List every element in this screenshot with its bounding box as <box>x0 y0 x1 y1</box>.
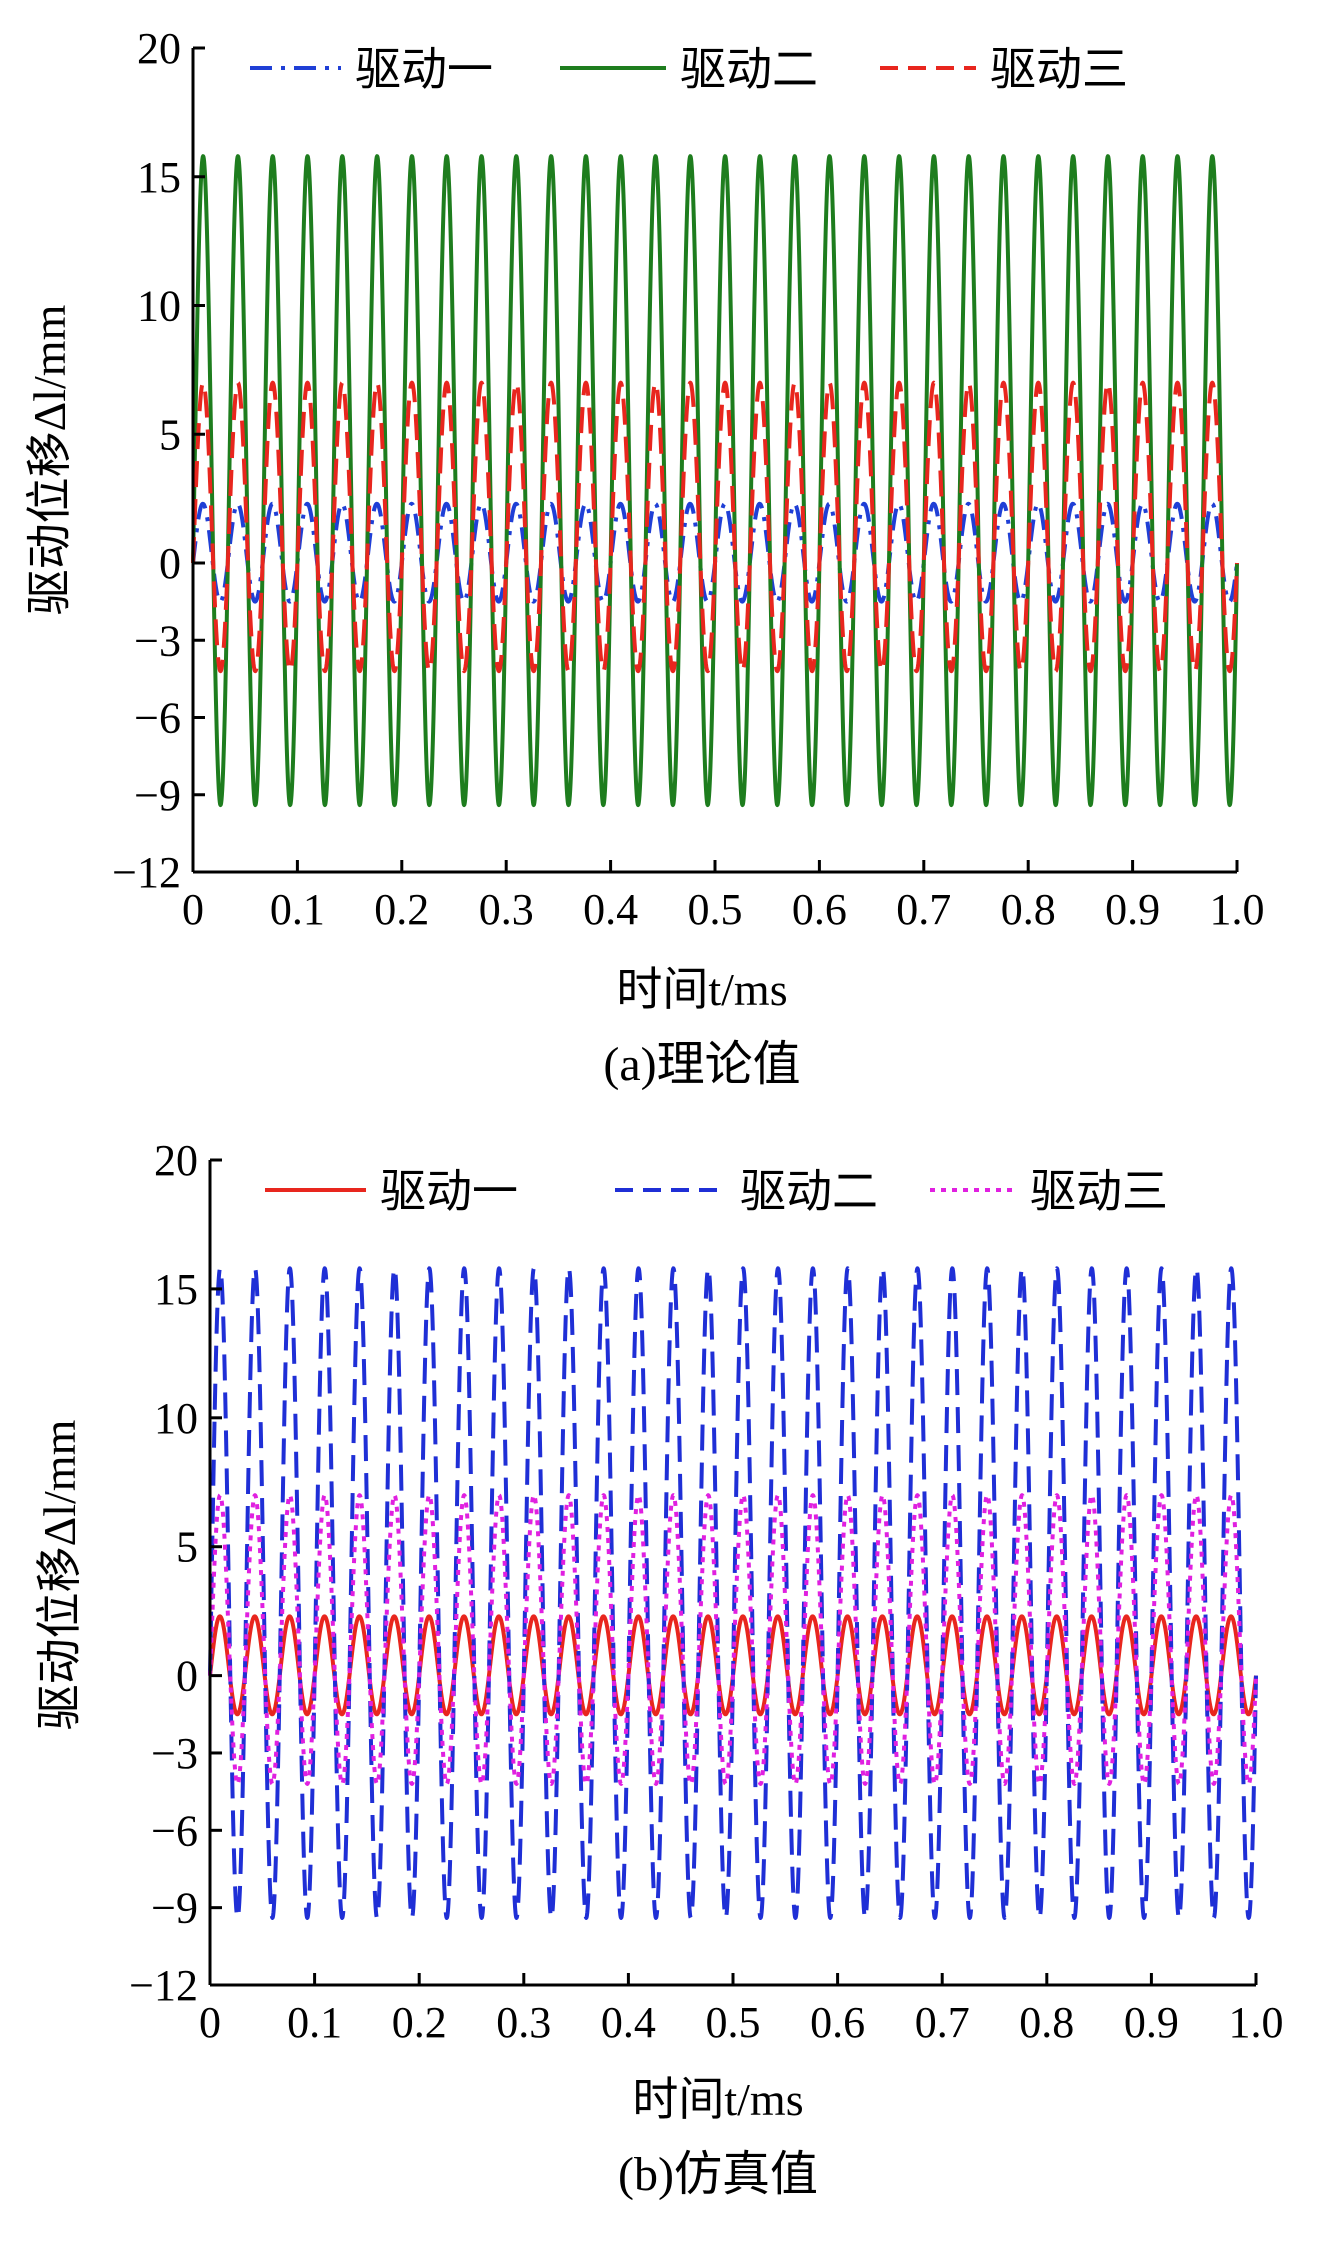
plot-area-a <box>191 154 1239 808</box>
legend-label: 驱动三 <box>990 44 1128 95</box>
x-tick-label: 0.6 <box>810 1998 865 2047</box>
y-tick-label: −12 <box>112 848 181 897</box>
y-tick-label: −6 <box>134 694 181 743</box>
x-tick-label: 0.8 <box>1001 885 1056 934</box>
caption-a: (a)理论值 <box>603 1038 800 1091</box>
x-tick-label: 0.7 <box>896 885 951 934</box>
x-tick-label: 1.0 <box>1229 1998 1284 2047</box>
y-tick-label: 20 <box>137 24 181 73</box>
x-tick-label: 0.2 <box>392 1998 447 2047</box>
y-tick-label: 10 <box>137 282 181 331</box>
y-tick-label: −12 <box>129 1961 198 2010</box>
x-tick-label: 0.4 <box>583 885 638 934</box>
y-tick-label: 5 <box>176 1523 198 1572</box>
series-line-3 <box>208 1493 1258 1786</box>
x-tick-label: 0.8 <box>1019 1998 1074 2047</box>
y-tick-label: 5 <box>159 410 181 459</box>
y-tick-label: 20 <box>154 1136 198 1185</box>
x-tick-label: 0.1 <box>270 885 325 934</box>
y-tick-label: −3 <box>151 1729 198 1778</box>
x-tick-label: 0.4 <box>601 1998 656 2047</box>
legend-a: 驱动一 驱动二 驱动三 <box>244 38 1159 95</box>
legend-label: 驱动二 <box>680 44 818 95</box>
x-tick-label: 0.1 <box>287 1998 342 2047</box>
y-tick-label: −9 <box>151 1884 198 1933</box>
x-tick-label: 0.9 <box>1124 1998 1179 2047</box>
x-tick-label: 0.5 <box>706 1998 761 2047</box>
x-axis-label-a: 时间t/ms <box>616 964 787 1015</box>
x-tick-label: 0.6 <box>792 885 847 934</box>
x-tick-label: 1.0 <box>1210 885 1265 934</box>
legend-label: 驱动三 <box>1030 1166 1168 1217</box>
x-tick-label: 0.2 <box>374 885 429 934</box>
caption-b: (b)仿真值 <box>618 2148 818 2201</box>
legend-label: 驱动二 <box>740 1166 878 1217</box>
y-tick-label: −3 <box>134 616 181 665</box>
legend-bg <box>244 38 524 94</box>
y-tick-label: 0 <box>159 539 181 588</box>
series-line-3 <box>191 380 1239 674</box>
legend-label: 驱动一 <box>355 44 493 95</box>
x-tick-label: 0.9 <box>1105 885 1160 934</box>
y-tick-label: 15 <box>154 1265 198 1314</box>
legend-b: 驱动一 驱动二 驱动三 <box>259 1160 1199 1217</box>
legend-label: 驱动一 <box>380 1166 518 1217</box>
x-tick-label: 0 <box>182 885 204 934</box>
x-tick-label: 0.3 <box>479 885 534 934</box>
y-tick-label: −9 <box>134 771 181 820</box>
legend-bg <box>924 1160 1199 1216</box>
y-tick-label: 0 <box>176 1652 198 1701</box>
x-tick-label: 0.3 <box>496 1998 551 2047</box>
x-tick-label: 0 <box>199 1998 221 2047</box>
y-tick-label: 15 <box>137 153 181 202</box>
y-tick-label: 10 <box>154 1394 198 1443</box>
x-tick-label: 0.5 <box>688 885 743 934</box>
x-axis-label-b: 时间t/ms <box>632 2074 803 2125</box>
y-tick-label: −6 <box>151 1806 198 1855</box>
x-tick-label: 0.7 <box>915 1998 970 2047</box>
plot-area-b <box>208 1266 1258 1920</box>
y-axis-label-b: 驱动位移Δl/mm <box>34 1419 85 1730</box>
y-axis-label-a: 驱动位移Δl/mm <box>24 304 75 615</box>
